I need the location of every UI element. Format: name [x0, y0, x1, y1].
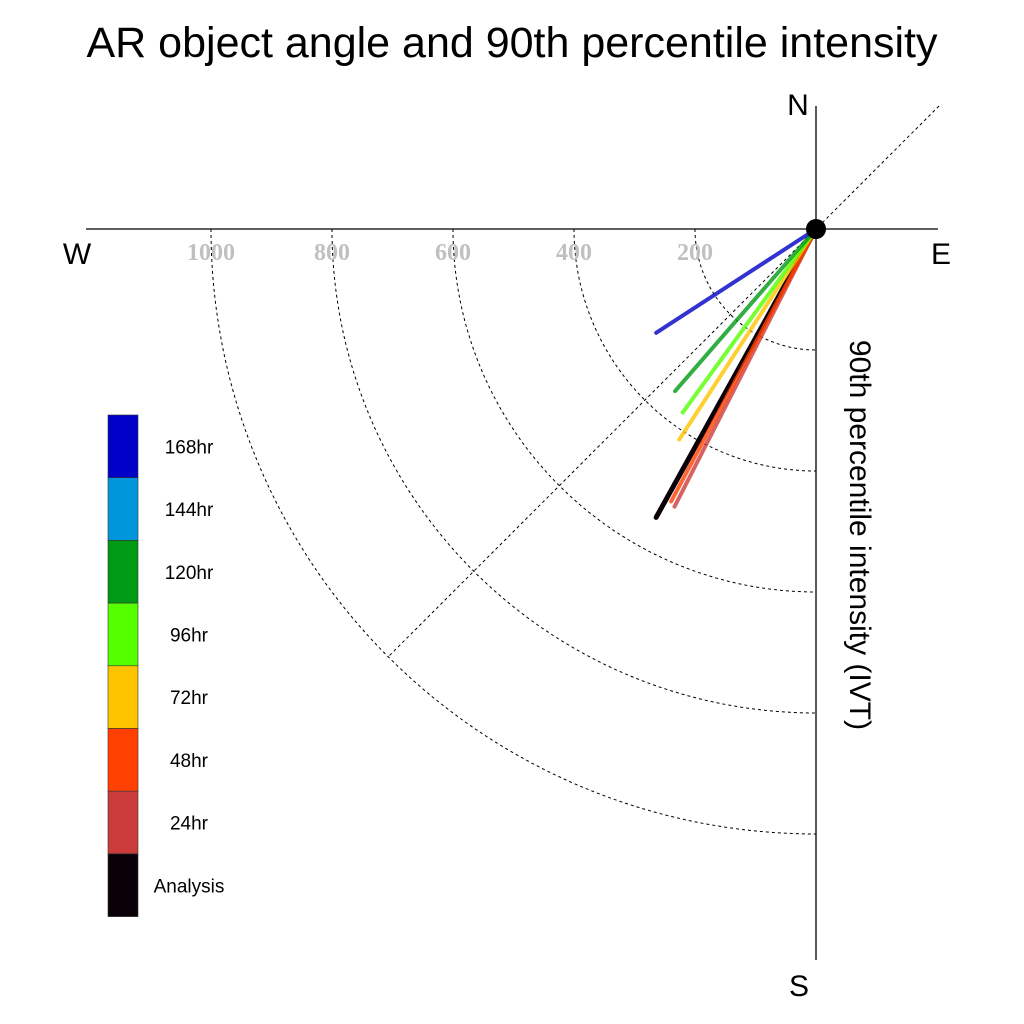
grid-arc-800: [331, 228, 817, 714]
legend-swatch-96hr: [107, 602, 139, 667]
legend-label-24hr: 24hr: [170, 814, 209, 835]
legend: 168hr 144hr 120hr 96hr 72hr 48hr 24hr Analysis: [107, 414, 225, 917]
legend-label-analysis: Analysis: [154, 876, 225, 897]
west-label: W: [63, 238, 92, 271]
y-axis-label: 90th percentile intensity (IVT): [843, 340, 876, 730]
grid-arc-200: [694, 228, 817, 351]
radial-tick-labels: 200 400 600 800 1000: [187, 240, 713, 266]
legend-label-72hr: 72hr: [170, 688, 209, 709]
south-label: S: [789, 970, 809, 1003]
legend-label-96hr: 96hr: [170, 625, 209, 646]
legend-swatch-144hr: [107, 477, 139, 541]
radial-tick-label: 600: [435, 240, 471, 266]
grid-arc-600: [452, 228, 817, 593]
legend-label-48hr: 48hr: [170, 751, 209, 772]
origin-marker: [806, 219, 826, 239]
vector-168hr: [654, 227, 818, 335]
legend-swatch-analysis: [107, 853, 139, 917]
north-label: N: [787, 89, 809, 122]
radial-tick-label: 200: [677, 240, 713, 266]
radial-tick-label: 1000: [187, 240, 235, 266]
east-label: E: [931, 238, 951, 271]
legend-swatch-120hr: [107, 540, 139, 604]
vector-96hr: [680, 227, 818, 415]
grid-arc-400: [573, 228, 817, 472]
legend-swatch-72hr: [107, 665, 139, 729]
polar-grid: [210, 105, 940, 835]
legend-label-144hr: 144hr: [165, 500, 214, 521]
legend-swatch-168hr: [107, 414, 139, 479]
legend-swatch-24hr: [107, 790, 139, 855]
vector-120hr: [673, 227, 818, 394]
legend-label-120hr: 120hr: [165, 563, 214, 584]
grid-arc-1000: [210, 228, 817, 835]
legend-swatch-48hr: [107, 728, 139, 792]
radial-tick-label: 800: [314, 240, 350, 266]
chart-title: AR object angle and 90th percentile inte…: [87, 19, 938, 67]
diagonal-reference-line: [387, 105, 940, 658]
vector-72hr: [677, 227, 818, 442]
intensity-vectors: [653, 226, 819, 520]
radial-tick-label: 400: [556, 240, 592, 266]
vector-48hr: [669, 227, 818, 504]
legend-label-168hr: 168hr: [165, 437, 214, 458]
